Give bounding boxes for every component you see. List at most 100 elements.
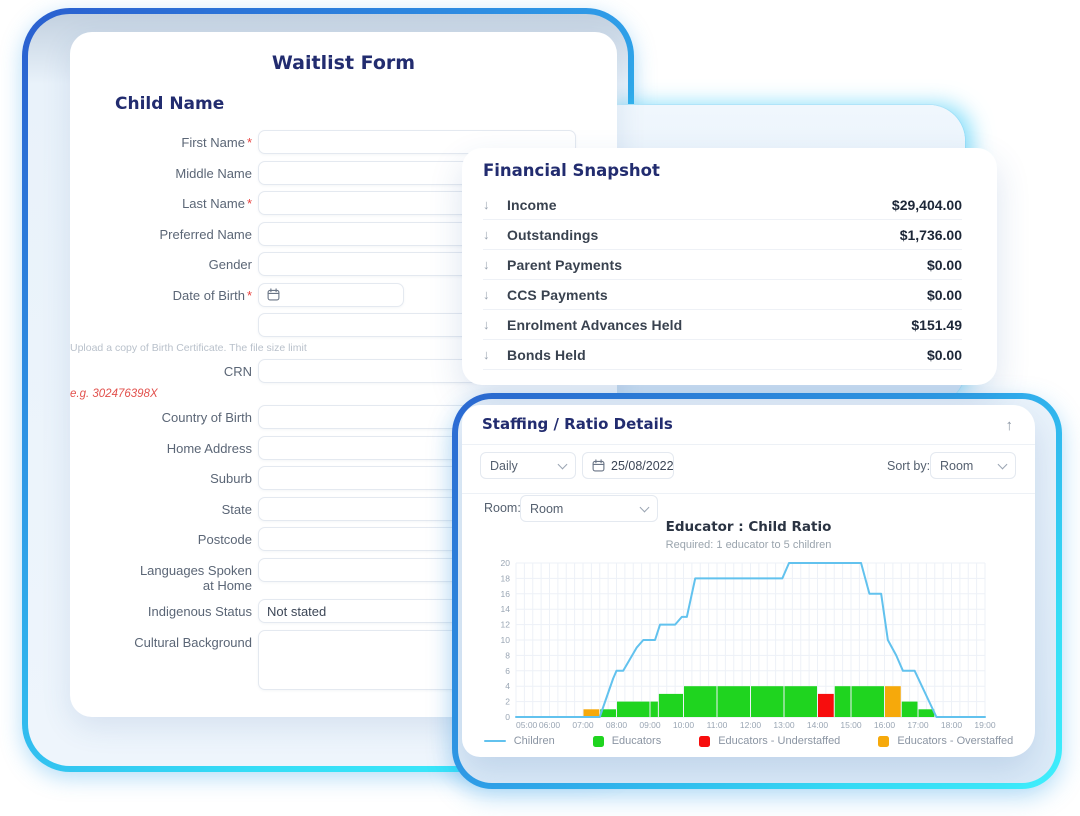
legend-item-children[interactable]: Children xyxy=(483,735,555,747)
svg-text:08:00: 08:00 xyxy=(606,720,628,730)
birth-certificate-helper-text: Upload a copy of Birth Certificate. The … xyxy=(70,341,307,354)
date-of-birth-label: Date of Birth * xyxy=(172,287,252,303)
expand-row-icon[interactable]: ↓ xyxy=(483,257,490,272)
svg-text:8: 8 xyxy=(505,650,510,660)
financial-rows: ↓ Income $29,404.00 ↓ Outstandings $1,736.00 ↓… xyxy=(483,190,962,370)
expand-row-icon[interactable]: ↓ xyxy=(483,287,490,302)
financial-row[interactable]: ↓ Parent Payments $0.00 xyxy=(483,250,962,280)
legend-square-swatch xyxy=(592,735,604,747)
financial-row[interactable]: ↓ Bonds Held $0.00 xyxy=(483,340,962,370)
preferred-name-label: Preferred Name xyxy=(159,226,252,242)
educator-child-ratio-chart: 0 2 4 6 8 10 12 14 16 18 20 05:00 06:00 07:00 08:00 09:… xyxy=(476,553,996,736)
svg-text:16:00: 16:00 xyxy=(874,720,896,730)
chart-title: Educator : Child Ratio xyxy=(665,519,832,535)
financial-row-label: Bonds Held xyxy=(507,346,586,363)
svg-text:10:00: 10:00 xyxy=(673,720,695,730)
svg-text:05:00: 05:00 xyxy=(516,720,538,730)
financial-row[interactable]: ↓ Income $29,404.00 xyxy=(483,190,962,220)
svg-text:14: 14 xyxy=(501,604,511,614)
sort-by-label: Sort by: xyxy=(887,459,931,473)
svg-text:12:00: 12:00 xyxy=(740,720,762,730)
financial-row-value: $151.49 xyxy=(911,316,962,333)
date-picker[interactable]: 25/08/2022 xyxy=(582,452,674,479)
expand-row-icon[interactable]: ↓ xyxy=(483,227,490,242)
last-name-label: Last Name * xyxy=(182,196,252,211)
indigenous-status-label: Indigenous Status xyxy=(147,604,252,619)
financial-row[interactable]: ↓ Outstandings $1,736.00 xyxy=(483,220,962,250)
svg-text:15:00: 15:00 xyxy=(840,720,862,730)
svg-text:13:00: 13:00 xyxy=(773,720,795,730)
gender-label: Gender xyxy=(208,257,252,272)
divider xyxy=(462,493,1035,494)
legend-square-swatch xyxy=(699,735,711,747)
svg-text:19:00: 19:00 xyxy=(974,720,996,730)
staffing-title: Staffing / Ratio Details xyxy=(482,415,673,433)
expand-row-icon[interactable]: ↓ xyxy=(483,347,490,362)
financial-row[interactable]: ↓ Enrolment Advances Held $151.49 xyxy=(483,310,962,340)
legend-item-educators-understaffed[interactable]: Educators - Understaffed xyxy=(699,735,840,747)
room-select[interactable]: Room xyxy=(520,495,658,522)
svg-text:10: 10 xyxy=(501,635,511,645)
svg-text:18:00: 18:00 xyxy=(941,720,963,730)
financial-row-value: $1,736.00 xyxy=(899,226,962,243)
first-name-label: First Name * xyxy=(181,135,252,150)
financial-row[interactable]: ↓ CCS Payments $0.00 xyxy=(483,280,962,310)
languages-spoken-at-home-label: Languages Spoken at Home xyxy=(139,562,252,593)
room-label: Room: xyxy=(484,501,521,515)
sort-by-value: Room xyxy=(940,458,974,473)
svg-text:11:00: 11:00 xyxy=(707,720,728,730)
postcode-label: Postcode xyxy=(197,532,252,547)
chart-subtitle: Required: 1 educator to 5 children xyxy=(665,539,832,551)
legend-label: Educators xyxy=(611,735,662,747)
financial-snapshot-card: Financial Snapshot ↓ Income $29,404.00 ↓ Out… xyxy=(462,148,997,385)
svg-text:20: 20 xyxy=(501,558,511,568)
svg-text:2: 2 xyxy=(505,697,510,707)
legend-line-swatch xyxy=(483,739,506,743)
required-marker: * xyxy=(246,135,252,150)
room-select-value: Room xyxy=(530,501,564,516)
financial-row-label: Enrolment Advances Held xyxy=(507,316,683,333)
period-select-value: Daily xyxy=(490,458,518,473)
required-marker: * xyxy=(246,287,252,303)
chevron-down-icon xyxy=(639,502,650,512)
financial-row-value: $0.00 xyxy=(926,346,962,363)
svg-text:07:00: 07:00 xyxy=(572,720,594,730)
date-value: 25/08/2022 xyxy=(611,458,674,473)
expand-row-icon[interactable]: ↓ xyxy=(483,197,490,212)
state-label: State xyxy=(221,501,252,517)
financial-row-label: Income xyxy=(507,196,557,213)
svg-text:4: 4 xyxy=(505,681,510,691)
svg-text:17:00: 17:00 xyxy=(907,720,929,730)
financial-row-label: CCS Payments xyxy=(507,286,608,303)
svg-text:12: 12 xyxy=(501,620,511,630)
chevron-down-icon xyxy=(557,459,568,469)
sort-by-select[interactable]: Room xyxy=(930,452,1016,479)
svg-text:16: 16 xyxy=(501,589,511,599)
middle-name-label: Middle Name xyxy=(175,165,252,181)
financial-row-label: Parent Payments xyxy=(507,256,623,273)
date-of-birth-input[interactable] xyxy=(258,282,404,307)
legend-label: Children xyxy=(513,735,555,747)
collapse-panel-icon[interactable]: ↑ xyxy=(1005,417,1014,434)
financial-row-value: $29,404.00 xyxy=(891,196,962,213)
legend-label: Educators - Overstaffed xyxy=(897,735,1014,747)
required-marker: * xyxy=(246,196,252,211)
divider xyxy=(462,444,1035,445)
form-title: Waitlist Form xyxy=(271,52,416,74)
financial-row-value: $0.00 xyxy=(926,286,962,303)
expand-row-icon[interactable]: ↓ xyxy=(483,317,490,332)
crn-hint-text: e.g. 302476398X xyxy=(70,388,158,400)
chevron-down-icon xyxy=(997,459,1008,469)
legend-item-educators[interactable]: Educators xyxy=(592,735,662,747)
svg-text:09:00: 09:00 xyxy=(639,720,661,730)
financial-row-label: Outstandings xyxy=(507,226,599,243)
svg-text:14:00: 14:00 xyxy=(807,720,829,730)
country-of-birth-label: Country of Birth xyxy=(161,410,252,425)
legend-square-swatch xyxy=(878,735,890,747)
period-select[interactable]: Daily xyxy=(480,452,576,479)
suburb-label: Suburb xyxy=(210,471,252,486)
financial-title: Financial Snapshot xyxy=(483,161,660,180)
legend-item-educators-overstaffed[interactable]: Educators - Overstaffed xyxy=(878,735,1013,747)
birth-certificate-label xyxy=(70,313,252,333)
staffing-ratio-card: Staffing / Ratio Details ↑ Daily 25/08/2… xyxy=(462,405,1035,757)
